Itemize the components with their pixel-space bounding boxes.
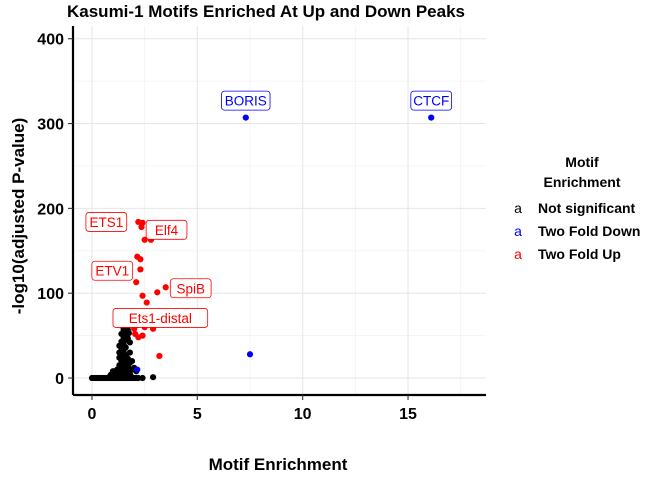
annotation-box	[145, 219, 188, 240]
x-tick-label: 5	[193, 406, 202, 423]
annotation-label: ETS1	[85, 212, 128, 232]
data-point	[162, 284, 169, 291]
data-point	[137, 266, 144, 273]
legend: Motif Enrichment a Not significant a Two Fo…	[514, 154, 640, 262]
annotation-label: Ets1-distal	[112, 308, 209, 328]
data-point	[116, 342, 123, 349]
annotation-label: BORIS	[221, 90, 271, 111]
legend-label: Two Fold Down	[538, 223, 640, 239]
annotation-text: Ets1-distal	[129, 311, 192, 326]
annotation-box	[112, 308, 209, 328]
annotation-label: SpiB	[169, 278, 212, 299]
data-point	[133, 279, 140, 286]
data-point	[242, 114, 249, 121]
y-axis-label: -log10(adjusted P-value)	[9, 118, 28, 314]
data-point	[128, 366, 136, 373]
data-point	[125, 329, 132, 337]
y-tick-label: 400	[37, 32, 64, 49]
annotation-label: CTCF	[410, 90, 453, 111]
data-point	[139, 292, 146, 299]
x-tick-label: 0	[88, 406, 97, 423]
legend-key: a	[514, 200, 522, 216]
annotation-label: ETV1	[91, 260, 134, 281]
annotation-text: ETS1	[89, 215, 123, 230]
data-point	[156, 352, 163, 360]
legend-entries: a Not significant a Two Fold Down a Two Fold …	[514, 200, 640, 262]
y-tick-label: 0	[55, 371, 64, 388]
plot-axes: 0 5 10 15 0 100 200 300 400	[37, 26, 486, 423]
legend-title-line2: Enrichment	[543, 174, 620, 190]
data-point	[154, 289, 161, 296]
y-tick-label: 100	[37, 286, 64, 303]
annotation-text: ETV1	[95, 264, 129, 279]
x-tick-label: 15	[399, 406, 417, 423]
data-point	[139, 374, 146, 382]
annotation-box	[169, 278, 212, 299]
data-point	[149, 374, 157, 381]
x-tick-label: 10	[294, 406, 312, 423]
chart-title: Kasumi-1 Motifs Enriched At Up and Down …	[67, 2, 465, 21]
y-tick-label: 300	[37, 117, 64, 134]
data-point	[428, 114, 435, 121]
plot-annotations: BORIS CTCF ETS1 Elf4 ETV1 SpiB Ets1-distal	[85, 90, 453, 328]
plot-points	[88, 114, 435, 382]
data-point	[126, 339, 133, 346]
annotation-box	[221, 90, 271, 111]
data-point	[134, 366, 141, 373]
legend-title-line1: Motif	[565, 154, 599, 170]
annotation-text: SpiB	[176, 281, 205, 296]
data-point	[128, 357, 136, 365]
x-axis-label: Motif Enrichment	[209, 455, 348, 474]
y-tick-label: 200	[37, 201, 64, 218]
legend-key: a	[514, 246, 522, 262]
annotation-box	[91, 260, 134, 281]
annotation-text: Elf4	[155, 223, 179, 238]
data-point	[107, 371, 115, 378]
legend-label: Not significant	[538, 200, 636, 216]
data-point	[138, 223, 145, 231]
annotation-label: Elf4	[145, 219, 188, 240]
data-point	[137, 256, 144, 263]
annotation-box	[85, 212, 128, 232]
annotation-text: CTCF	[413, 94, 449, 109]
data-point	[126, 349, 133, 356]
legend-key: a	[514, 223, 522, 239]
plot-grid	[73, 26, 486, 395]
legend-label: Two Fold Up	[538, 246, 621, 262]
data-point	[246, 351, 254, 358]
annotation-box	[410, 90, 453, 111]
data-point	[143, 299, 150, 306]
annotation-text: BORIS	[225, 94, 267, 109]
data-point	[135, 334, 142, 341]
